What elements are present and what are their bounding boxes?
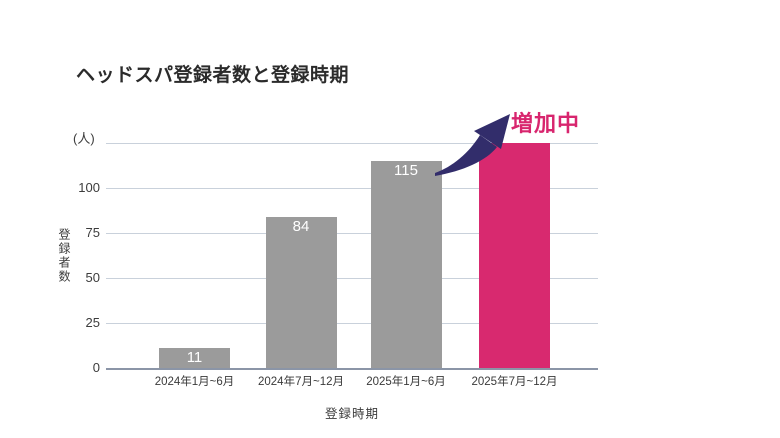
x-category-label: 2024年1月~6月: [154, 376, 235, 388]
y-tick-label-75: 75: [85, 225, 100, 240]
y-tick-label-0: 0: [92, 360, 100, 375]
plot-area: 11 84 115: [106, 142, 598, 370]
gridline-100: [106, 187, 598, 189]
bar-value-label: 11: [186, 349, 203, 367]
increase-annotation: 増加中: [511, 111, 581, 136]
gridline-125: [106, 142, 598, 144]
y-axis-title: 登録者数: [57, 228, 71, 284]
chart-title: ヘッドスパ登録者数と登録時期: [76, 65, 350, 86]
bar-2025年1月~6月: 115: [370, 161, 442, 368]
bar-2025年7月~12月: [479, 143, 550, 368]
gridline-50: [106, 277, 598, 279]
y-axis-unit-label: (人): [73, 131, 95, 146]
bar-2024年1月~6月: 11: [159, 348, 230, 368]
bar-value-label: 84: [292, 217, 310, 235]
gridline-75: [106, 232, 598, 234]
x-axis-baseline: [106, 368, 598, 370]
y-tick-label-25: 25: [85, 315, 100, 330]
gridline-25: [106, 322, 598, 324]
bar-value-label: 115: [394, 162, 418, 179]
x-category-label: 2024年7月~12月: [258, 376, 344, 388]
x-axis-title: 登録時期: [324, 407, 379, 421]
x-category-label: 2025年1月~6月: [366, 376, 446, 388]
y-tick-label-50: 50: [85, 270, 100, 285]
x-category-label: 2025年7月~12月: [471, 376, 558, 388]
y-tick-label-100: 100: [78, 180, 100, 195]
bar-2024年7月~12月: 84: [265, 216, 337, 368]
